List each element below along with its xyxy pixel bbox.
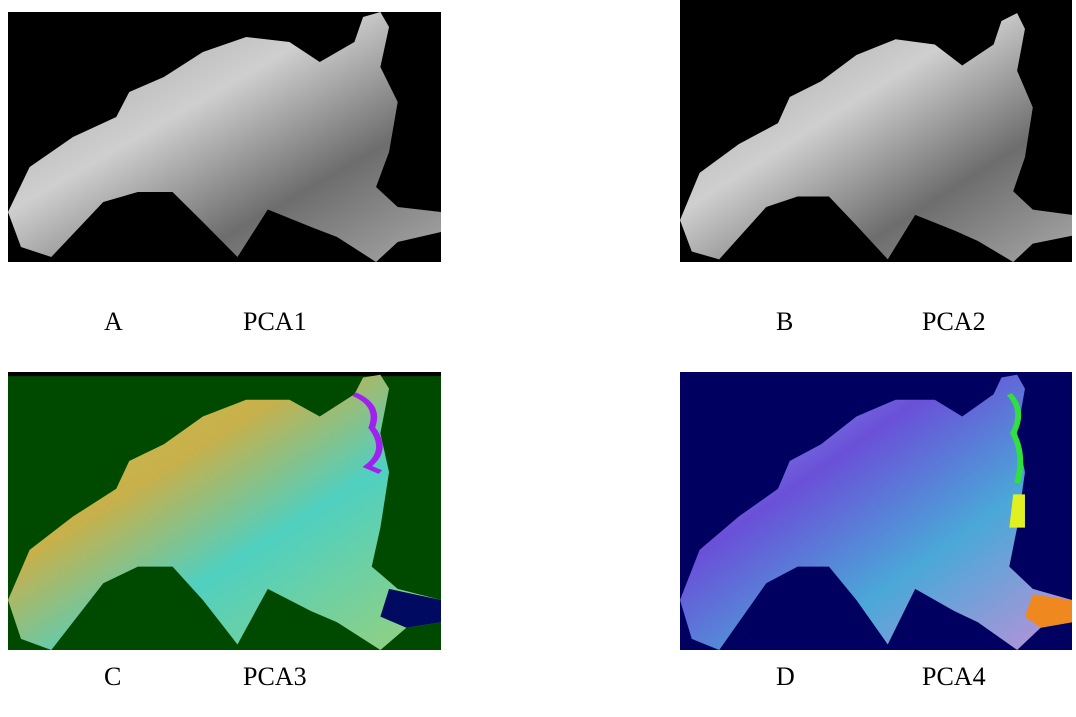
image-a [8, 12, 441, 262]
panel-label: PCA3 [243, 662, 307, 691]
image-b [680, 0, 1072, 262]
panel-letter: D [776, 662, 795, 691]
panel-label: PCA4 [922, 662, 986, 691]
panel-letter: B [776, 307, 794, 336]
image-d [680, 372, 1072, 650]
panel-letter: C [104, 662, 122, 691]
image-c [8, 372, 441, 650]
panel-label: PCA1 [243, 307, 307, 336]
panel-letter: A [104, 307, 123, 336]
panel-label: PCA2 [922, 307, 986, 336]
